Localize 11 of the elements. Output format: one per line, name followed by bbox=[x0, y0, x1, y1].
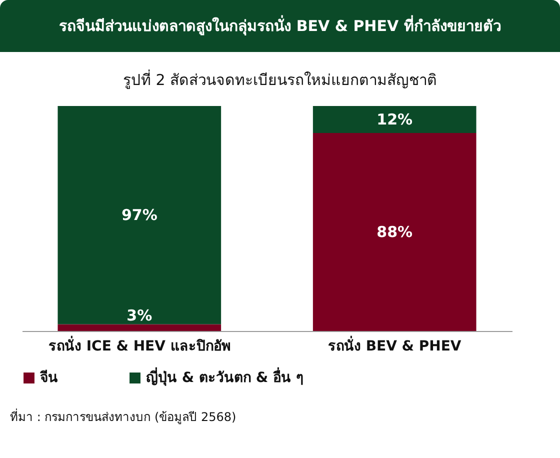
data-label: 88% bbox=[376, 223, 413, 241]
legend-label: ญี่ปุ่น & ตะวันตก & อื่น ๆ bbox=[146, 367, 304, 386]
legend-label: จีน bbox=[39, 370, 58, 386]
x-tick-label: รถนั่ง BEV & PHEV bbox=[328, 336, 462, 354]
text: ที่มา : กรมการขนส่งทางบก (ข้อมูลปี 2568) bbox=[10, 408, 238, 426]
chart-subtitle: รูปที่ 2 สัดส่วนจดทะเบียนรถใหม่แยกตามสัญชาติ bbox=[122, 68, 438, 91]
data-label: 3% bbox=[126, 306, 152, 324]
data-label: 12% bbox=[376, 110, 413, 128]
chart-title: รถจีนมีส่วนแบ่งตลาดสูงในกลุ่มรถนั่ง BEV & PHEV ที่กำลังขยายตัว bbox=[0, 0, 560, 52]
data-label: 97% bbox=[121, 206, 158, 224]
x-tick-label: รถนั่ง ICE & HEV และปิกอัพ bbox=[48, 336, 230, 354]
